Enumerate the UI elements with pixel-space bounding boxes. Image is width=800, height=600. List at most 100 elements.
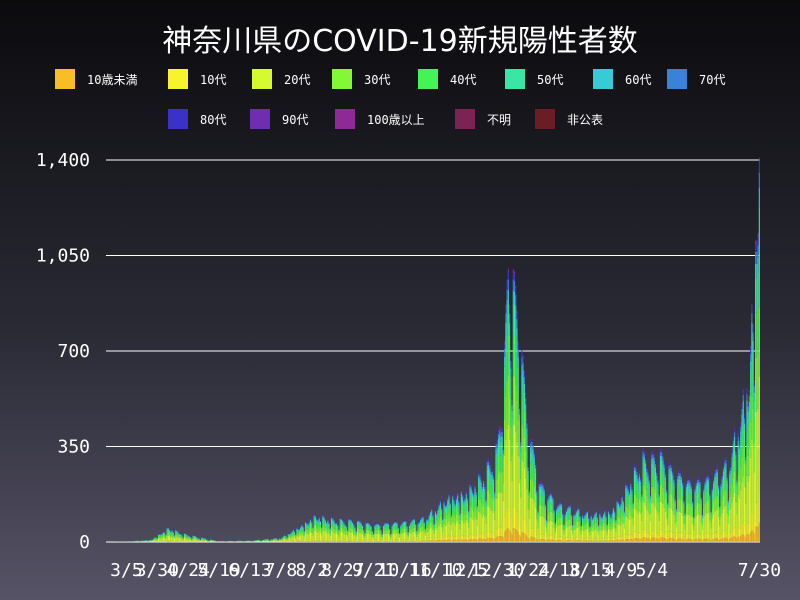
bar-segment	[533, 453, 535, 458]
bar-segment	[455, 497, 457, 499]
bar-segment	[322, 517, 324, 521]
bar-segment	[321, 528, 323, 531]
bar-segment	[433, 527, 435, 531]
bar-segment	[282, 538, 284, 540]
bar-segment	[352, 522, 354, 524]
bar-segment	[302, 527, 304, 529]
bar-segment	[410, 529, 412, 534]
bar-segment	[387, 541, 389, 542]
bar-segment	[424, 529, 427, 530]
bar-segment	[303, 531, 305, 533]
bar-segment	[374, 528, 376, 532]
bar-segment	[169, 536, 171, 541]
bar-segment	[552, 499, 554, 502]
bar-segment	[338, 541, 340, 542]
bar-segment	[532, 498, 534, 529]
bar-segment	[347, 530, 349, 532]
bar-segment	[196, 539, 198, 542]
bar-segment	[416, 531, 418, 533]
bar-segment	[449, 524, 451, 537]
legend-swatch-0	[55, 69, 75, 89]
bar-segment	[511, 410, 513, 418]
bar-segment	[552, 497, 554, 500]
bar-segment	[311, 526, 313, 530]
bar-segment	[523, 437, 525, 469]
bar-segment	[384, 533, 386, 540]
bar-segment	[468, 510, 470, 512]
bar-segment	[352, 533, 354, 540]
bar-segment	[459, 519, 461, 524]
bar-segment	[432, 515, 434, 517]
bar-segment	[402, 521, 404, 523]
bar-segment	[164, 537, 166, 541]
bar-segment	[484, 517, 486, 535]
bar-segment	[340, 531, 343, 539]
bar-segment	[358, 528, 360, 533]
bar-segment	[577, 537, 579, 541]
bar-segment	[379, 534, 381, 540]
bar-segment	[538, 484, 540, 487]
bar-segment	[547, 536, 549, 540]
bar-segment	[499, 434, 501, 441]
bar-segment	[442, 521, 444, 524]
bar-segment	[439, 539, 441, 542]
bar-segment	[570, 540, 572, 542]
bar-segment	[562, 514, 564, 517]
bar-segment	[463, 539, 465, 542]
bar-segment	[360, 522, 362, 523]
bar-segment	[500, 492, 502, 528]
bar-segment	[441, 511, 443, 516]
bar-segment	[574, 520, 576, 525]
bar-segment	[492, 512, 495, 534]
bar-segment	[526, 420, 528, 424]
bar-segment	[512, 424, 514, 507]
bar-segment	[546, 522, 548, 525]
bar-segment	[431, 521, 433, 528]
bar-segment	[527, 494, 529, 509]
bar-segment	[549, 539, 551, 542]
bar-segment	[489, 465, 491, 469]
bar-segment	[384, 527, 386, 531]
bar-segment	[407, 535, 409, 538]
bar-segment	[286, 537, 288, 539]
bar-segment	[526, 419, 528, 421]
bar-segment	[201, 539, 203, 541]
bar-segment	[423, 540, 425, 542]
bar-segment	[578, 515, 580, 521]
bar-segment	[166, 528, 168, 530]
bar-segment	[348, 518, 350, 520]
bar-segment	[497, 527, 500, 537]
bar-segment	[317, 540, 319, 542]
legend-swatch-7	[667, 69, 687, 89]
bar-segment	[501, 428, 503, 432]
bar-segment	[489, 531, 491, 538]
bar-segment	[484, 484, 486, 486]
bar-segment	[382, 531, 385, 535]
bar-segment	[385, 539, 387, 541]
bar-segment	[441, 508, 443, 510]
bar-segment	[327, 540, 329, 542]
bar-segment	[276, 539, 278, 541]
bar-segment	[513, 506, 516, 529]
bar-segment	[439, 501, 441, 504]
bar-segment	[343, 524, 345, 527]
bar-segment	[495, 441, 497, 443]
bar-segment	[569, 540, 571, 542]
bar-segment	[557, 540, 559, 542]
bar-segment	[402, 523, 404, 526]
bar-segment	[548, 512, 550, 522]
bar-segment	[507, 290, 509, 304]
bar-segment	[542, 505, 544, 517]
bar-segment	[171, 536, 173, 541]
bar-segment	[416, 532, 418, 535]
bar-segment	[291, 531, 293, 533]
bar-segment	[491, 478, 493, 487]
bar-segment	[530, 479, 532, 498]
bar-segment	[203, 540, 205, 542]
bar-segment	[453, 498, 455, 500]
bar-segment	[396, 522, 398, 524]
bar-segment	[358, 540, 360, 542]
bar-segment	[343, 521, 345, 523]
bar-segment	[554, 533, 556, 540]
bar-segment	[175, 531, 177, 533]
